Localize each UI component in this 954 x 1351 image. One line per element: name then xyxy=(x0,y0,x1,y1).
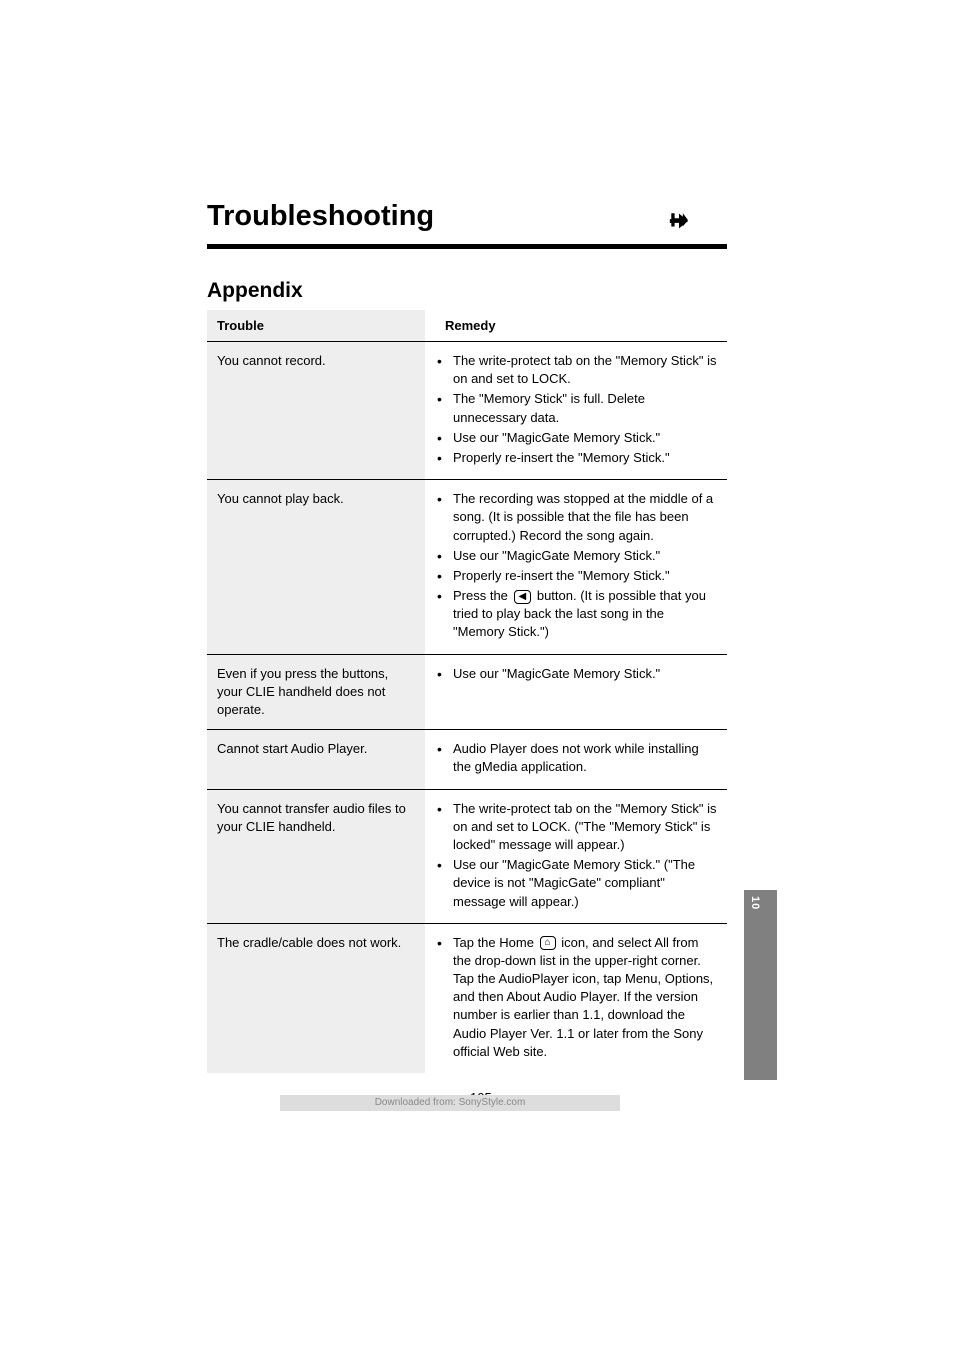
page-title: Troubleshooting xyxy=(207,200,434,233)
trouble-cell: The cradle/cable does not work. xyxy=(207,923,425,1073)
trouble-cell: Even if you press the buttons, your CLIE… xyxy=(207,654,425,730)
table-row: Cannot start Audio Player. Audio Player … xyxy=(207,730,727,789)
remedy-item: Use our "MagicGate Memory Stick." xyxy=(435,547,717,565)
remedy-item: Use our "MagicGate Memory Stick." ("The … xyxy=(435,856,717,911)
remedy-cell: Use our "MagicGate Memory Stick." xyxy=(425,654,727,730)
table-header-row: Trouble Remedy xyxy=(207,310,727,342)
remedy-item: The write-protect tab on the "Memory Sti… xyxy=(435,800,717,855)
remedy-item: Tap the Home ⌂ icon, and select All from… xyxy=(435,934,717,1061)
remedy-item: The write-protect tab on the "Memory Sti… xyxy=(435,352,717,388)
trouble-cell: You cannot play back. xyxy=(207,480,425,655)
continued-arrow-icon xyxy=(668,210,690,237)
table-row: The cradle/cable does not work. Tap the … xyxy=(207,923,727,1073)
horizontal-rule xyxy=(207,244,727,249)
remedy-item: Use our "MagicGate Memory Stick." xyxy=(435,429,717,447)
table-row: You cannot play back. The recording was … xyxy=(207,480,727,655)
remedy-cell: The recording was stopped at the middle … xyxy=(425,480,727,655)
troubleshooting-table: Trouble Remedy You cannot record. The wr… xyxy=(207,310,727,1073)
remedy-item: Properly re-insert the "Memory Stick." xyxy=(435,567,717,585)
download-banner: Downloaded from: SonyStyle.com xyxy=(280,1095,620,1111)
remedy-item: Use our "MagicGate Memory Stick." xyxy=(435,665,717,683)
table-row: You cannot transfer audio files to your … xyxy=(207,789,727,923)
appendix-label: Appendix xyxy=(207,279,303,303)
back-key-icon: ◀ xyxy=(514,590,532,604)
table-row: Even if you press the buttons, your CLIE… xyxy=(207,654,727,730)
table-header-remedy: Remedy xyxy=(425,310,727,342)
side-tab-label: 10 xyxy=(749,896,761,910)
table-header-trouble: Trouble xyxy=(207,310,425,342)
home-key-icon: ⌂ xyxy=(540,936,556,950)
remedy-item: Audio Player does not work while install… xyxy=(435,740,717,776)
remedy-cell: The write-protect tab on the "Memory Sti… xyxy=(425,342,727,480)
table-row: You cannot record. The write-protect tab… xyxy=(207,342,727,480)
trouble-cell: You cannot record. xyxy=(207,342,425,480)
trouble-cell: You cannot transfer audio files to your … xyxy=(207,789,425,923)
remedy-cell: The write-protect tab on the "Memory Sti… xyxy=(425,789,727,923)
remedy-cell: Audio Player does not work while install… xyxy=(425,730,727,789)
remedy-item: Press the ◀ button. (It is possible that… xyxy=(435,587,717,642)
remedy-item: The "Memory Stick" is full. Delete unnec… xyxy=(435,390,717,426)
side-tab-background xyxy=(744,890,777,1080)
trouble-cell: Cannot start Audio Player. xyxy=(207,730,425,789)
remedy-item: Properly re-insert the "Memory Stick." xyxy=(435,449,717,467)
remedy-item: The recording was stopped at the middle … xyxy=(435,490,717,545)
remedy-cell: Tap the Home ⌂ icon, and select All from… xyxy=(425,923,727,1073)
